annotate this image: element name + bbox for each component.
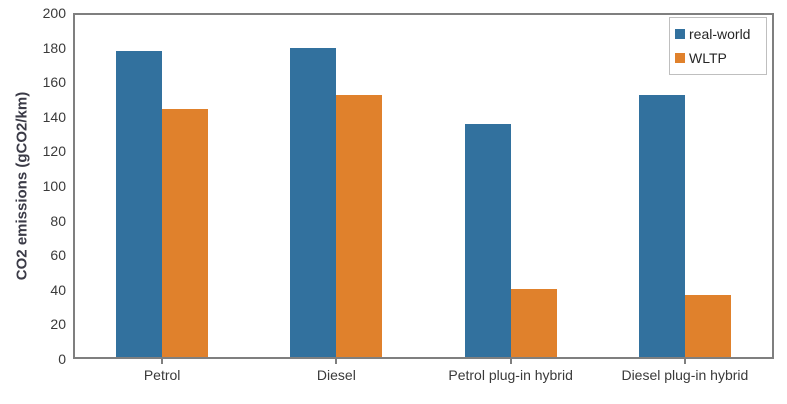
- legend-label-real-world: real-world: [689, 26, 751, 42]
- legend: real-world WLTP: [669, 17, 767, 75]
- y-axis-tick-label: 80: [50, 212, 66, 229]
- y-axis-tick-label: 100: [42, 178, 66, 194]
- legend-item-wltp: WLTP: [675, 46, 762, 70]
- x-axis-tick: [335, 358, 338, 364]
- bar-wltp-petrol-plug-in-hybrid: [510, 288, 557, 357]
- bar-group-diesel: [290, 47, 383, 357]
- x-axis-tick: [683, 358, 686, 364]
- bar-wltp-diesel: [336, 95, 383, 357]
- bar-wltp-petrol: [162, 109, 209, 357]
- bar-group-petrol: [116, 50, 209, 357]
- legend-label-wltp: WLTP: [689, 50, 727, 66]
- y-axis-tick-label: 20: [50, 316, 66, 333]
- x-axis-category-label: Diesel: [316, 367, 356, 383]
- y-axis-tick-label: 40: [50, 281, 66, 298]
- y-axis-tick-label: 0: [58, 351, 66, 367]
- wltp-swatch: [675, 53, 685, 63]
- bar-group-petrol-plug-in-hybrid: [464, 124, 557, 357]
- y-axis-tick-label: 200: [42, 5, 66, 21]
- x-axis-tick: [161, 358, 164, 364]
- bar-real-world-petrol: [116, 50, 163, 357]
- y-axis-tick-label: 180: [42, 39, 66, 56]
- x-axis-category-label: Petrol plug-in hybrid: [448, 367, 573, 383]
- bar-wltp-diesel-plug-in-hybrid: [684, 295, 731, 357]
- plot-area: [73, 13, 774, 359]
- y-axis-tick-label: 160: [42, 74, 66, 91]
- x-axis-category-label: Diesel plug-in hybrid: [621, 367, 749, 383]
- bar-real-world-diesel-plug-in-hybrid: [638, 95, 685, 357]
- y-axis-tick-label: 140: [42, 108, 66, 125]
- real-world-swatch: [675, 29, 685, 39]
- bar-real-world-diesel: [290, 47, 337, 357]
- x-axis-category-label: Petrol: [143, 367, 181, 383]
- bar-group-diesel-plug-in-hybrid: [638, 95, 731, 357]
- x-axis-tick: [509, 358, 512, 364]
- bar-real-world-petrol-plug-in-hybrid: [464, 124, 511, 357]
- y-axis-tick-label: 60: [50, 247, 66, 264]
- legend-item-real-world: real-world: [675, 22, 762, 46]
- y-axis-tick-label: 120: [42, 143, 66, 160]
